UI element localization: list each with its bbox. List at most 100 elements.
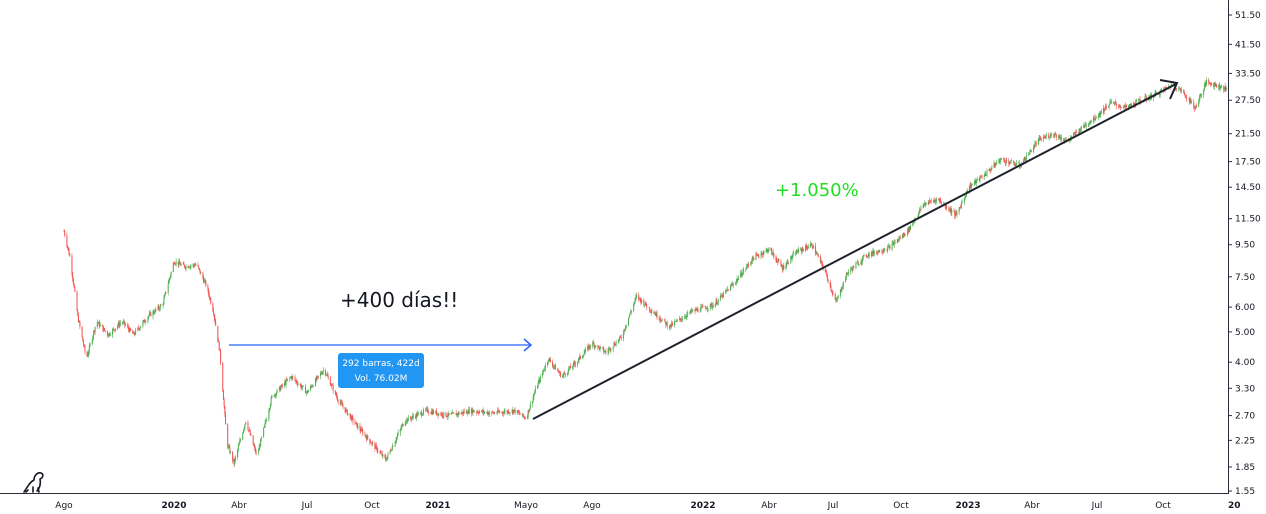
candle-body (1123, 105, 1125, 107)
candle-body (391, 446, 393, 451)
candle-body (1158, 94, 1160, 96)
candle-body (355, 422, 357, 424)
candle-body (603, 348, 605, 352)
candle-body (301, 387, 303, 388)
time-axis[interactable]: Ago 2020 Abr Jul Oct 2021 Mayo Ago 2022 Abr Jul Oct… (55, 501, 1240, 511)
candle-body (360, 429, 362, 432)
candle-body (284, 382, 286, 385)
candle-body (1186, 97, 1188, 99)
candle-body (1040, 137, 1042, 141)
candle-body (691, 310, 693, 312)
candle-body (400, 428, 402, 430)
candle-body (1171, 83, 1173, 86)
candle-body (366, 435, 368, 440)
candle-body (1108, 104, 1110, 108)
candle-body (829, 281, 831, 286)
candle-body (970, 184, 972, 188)
candle-body (897, 239, 899, 241)
candle-body (711, 304, 713, 308)
candle-body (132, 332, 134, 334)
candle-body (245, 422, 247, 425)
candle-body (160, 305, 162, 307)
candle-body (494, 412, 496, 414)
candle-body (724, 291, 726, 293)
candle-body (643, 299, 645, 306)
candle-body (614, 345, 616, 346)
candle-body (534, 388, 536, 393)
candle-body (488, 412, 490, 415)
candle-body (842, 286, 844, 289)
candle-body (426, 408, 428, 410)
candle-body (385, 457, 387, 461)
candle-body (636, 294, 638, 297)
candle-body (172, 263, 174, 272)
candle-body (574, 362, 576, 364)
candle-body (790, 256, 792, 264)
candle-body (478, 412, 480, 414)
tradingview-logo-icon[interactable] (23, 472, 44, 493)
candle-body (612, 347, 614, 350)
candle-body (382, 454, 384, 457)
gain-annotation: +1.050% (775, 180, 859, 201)
candle-body (179, 263, 181, 266)
candle-body (690, 310, 692, 313)
candle-body (871, 251, 873, 255)
candle-body (1189, 99, 1191, 103)
candle-body (197, 264, 199, 267)
candle-body (1176, 88, 1178, 90)
candle-body (148, 315, 150, 318)
candle-body (964, 196, 966, 198)
candle-body (432, 410, 434, 415)
candle-body (687, 312, 689, 315)
trend-arrow[interactable] (532, 79, 1179, 420)
candle-body (386, 456, 388, 461)
candle-body (367, 435, 369, 439)
candle-body (929, 200, 931, 203)
candle-body (539, 379, 541, 382)
candle-body (195, 264, 197, 266)
candle-body (655, 313, 657, 316)
candle-body (72, 273, 74, 279)
candle-body (334, 390, 336, 393)
candle-body (923, 204, 925, 206)
candle-body (934, 200, 936, 201)
candle-body (682, 319, 684, 320)
candle-body (805, 245, 807, 248)
candle-body (104, 328, 106, 331)
candle-body (579, 355, 581, 358)
candle-body (113, 328, 115, 330)
candle-body (980, 176, 982, 178)
candle-body (746, 264, 748, 267)
candle-body (857, 262, 859, 265)
candle-body (483, 410, 485, 413)
candle-body (1133, 102, 1135, 106)
candle-body (1080, 125, 1082, 130)
price-axis[interactable]: 51.50 41.50 33.50 27.50 21.50 17.50 14.50 11.50… (1228, 11, 1261, 497)
candle-body (189, 265, 191, 268)
candle-body (331, 384, 333, 386)
candle-body (1078, 128, 1080, 133)
candle-body (562, 375, 564, 377)
price-tick-label: 6.00 (1235, 303, 1255, 313)
candle-body (692, 309, 694, 311)
candle-body (780, 261, 782, 266)
candle-body (867, 256, 869, 257)
candle-body (169, 277, 171, 280)
candle-body (248, 430, 250, 431)
candle-body (960, 207, 962, 208)
candle-body (84, 346, 86, 352)
candle-body (435, 410, 437, 414)
candle-body (641, 299, 643, 303)
candle-body (980, 176, 982, 178)
candle-body (297, 383, 299, 385)
candle-body (511, 409, 513, 413)
candle-body (894, 242, 896, 244)
candle-body (548, 358, 550, 362)
candle-body (595, 345, 597, 348)
candle-body (184, 265, 186, 268)
candle-body (590, 346, 592, 347)
candle-body (588, 345, 590, 350)
candle-body (524, 418, 526, 419)
date-range-measure[interactable]: 292 barras, 422d Vol. 76.02M (229, 338, 533, 388)
